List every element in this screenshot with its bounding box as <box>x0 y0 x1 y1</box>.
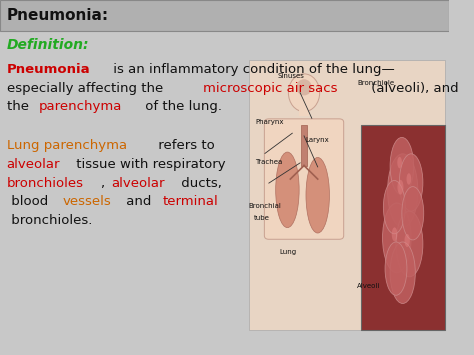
Text: Bronchiole: Bronchiole <box>357 81 394 86</box>
Text: the: the <box>7 100 33 113</box>
Text: Sinuses: Sinuses <box>278 73 304 79</box>
Text: Alveoli: Alveoli <box>357 283 381 289</box>
Ellipse shape <box>402 187 424 240</box>
Ellipse shape <box>383 203 411 273</box>
Text: bronchioles: bronchioles <box>7 177 84 190</box>
Text: terminal: terminal <box>163 196 219 208</box>
Bar <box>299 94 309 116</box>
Text: microscopic air sacs: microscopic air sacs <box>203 82 337 94</box>
Text: parenchyma: parenchyma <box>39 100 122 113</box>
Bar <box>249 60 445 330</box>
Ellipse shape <box>390 137 414 195</box>
Bar <box>301 125 307 165</box>
FancyBboxPatch shape <box>264 119 344 239</box>
Text: blood: blood <box>7 196 52 208</box>
Ellipse shape <box>407 173 411 185</box>
Text: alveolar: alveolar <box>111 177 164 190</box>
Text: of the lung.: of the lung. <box>141 100 222 113</box>
Ellipse shape <box>396 211 423 277</box>
Text: Definition:: Definition: <box>7 38 89 53</box>
Bar <box>0 0 449 31</box>
Text: and: and <box>122 196 155 208</box>
Ellipse shape <box>288 74 319 111</box>
Text: ,: , <box>101 177 109 190</box>
Ellipse shape <box>397 180 403 195</box>
Ellipse shape <box>390 242 415 304</box>
Text: Pneumonia:: Pneumonia: <box>7 8 109 23</box>
Text: refers to: refers to <box>154 139 214 152</box>
Text: vessels: vessels <box>63 196 111 208</box>
Text: tissue with respiratory: tissue with respiratory <box>72 158 226 171</box>
Text: Bronchial: Bronchial <box>248 203 281 209</box>
Text: Pharynx: Pharynx <box>255 120 283 125</box>
Ellipse shape <box>404 234 410 247</box>
Ellipse shape <box>306 158 329 233</box>
Ellipse shape <box>296 79 312 95</box>
Text: is an inflammatory condition of the lung—: is an inflammatory condition of the lung… <box>109 63 395 76</box>
Ellipse shape <box>400 154 423 211</box>
Text: alveolar: alveolar <box>7 158 60 171</box>
Bar <box>361 125 445 330</box>
Text: ducts,: ducts, <box>176 177 221 190</box>
Text: Trachea: Trachea <box>255 159 283 164</box>
Ellipse shape <box>388 154 418 228</box>
Ellipse shape <box>276 152 299 228</box>
Text: bronchioles.: bronchioles. <box>7 214 92 227</box>
Text: Larynx: Larynx <box>305 137 329 143</box>
Text: Lung parenchyma: Lung parenchyma <box>7 139 127 152</box>
Text: especially affecting the: especially affecting the <box>7 82 167 94</box>
Text: (alveoli), and: (alveoli), and <box>367 82 459 94</box>
Text: Pneumonia: Pneumonia <box>7 63 91 76</box>
Ellipse shape <box>392 227 397 241</box>
Ellipse shape <box>383 180 405 234</box>
Ellipse shape <box>385 242 407 295</box>
Text: Lung: Lung <box>280 249 297 255</box>
Ellipse shape <box>397 157 402 168</box>
Text: tube: tube <box>254 215 270 221</box>
